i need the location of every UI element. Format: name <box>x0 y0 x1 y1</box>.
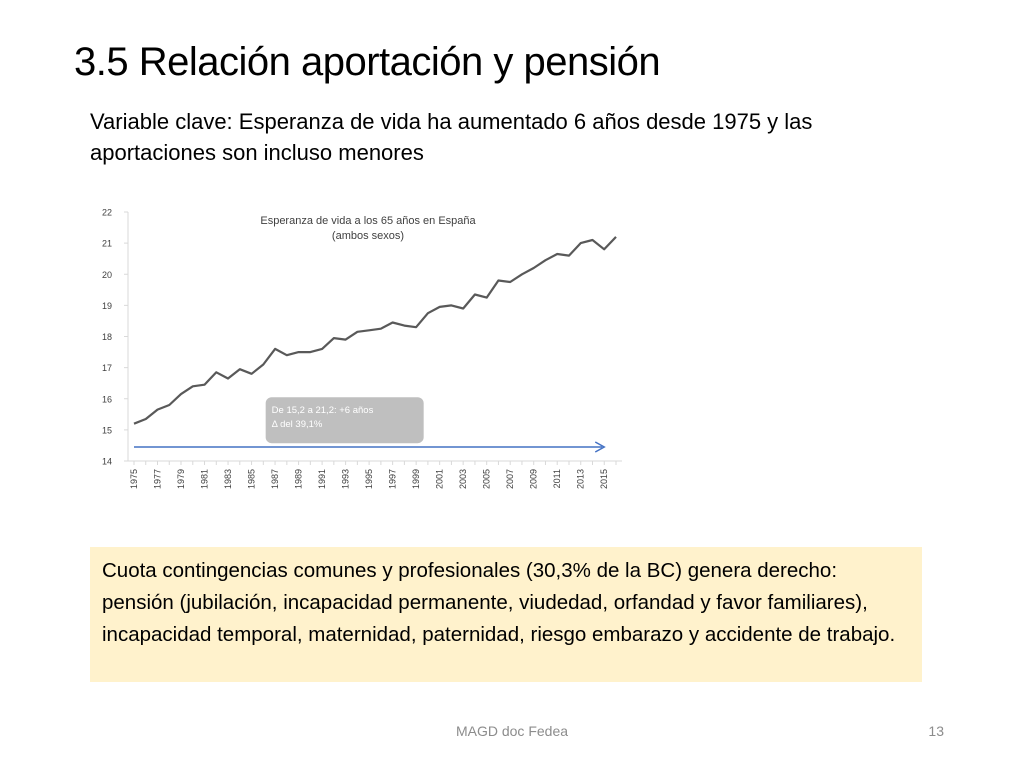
x-tick-label: 2011 <box>552 469 562 488</box>
y-tick-label: 17 <box>102 363 112 373</box>
x-tick-label: 2015 <box>599 469 609 489</box>
y-tick-label: 21 <box>102 239 112 249</box>
x-tick-label: 2013 <box>576 469 586 489</box>
footer-text: MAGD doc Fedea <box>455 723 569 739</box>
chart-title-line: Esperanza de vida a los 65 años en Españ… <box>260 215 476 227</box>
y-tick-label: 22 <box>102 208 112 218</box>
x-tick-label: 1981 <box>200 469 210 489</box>
x-tick-label: 1991 <box>317 469 327 489</box>
x-tick-label: 1989 <box>294 469 304 489</box>
callout-text-line: Δ del 39,1% <box>272 419 323 430</box>
y-tick-label: 15 <box>102 425 112 435</box>
info-box: Cuota contingencias comunes y profesiona… <box>90 547 922 682</box>
x-tick-label: 2003 <box>458 469 468 489</box>
slide-subtitle: Variable clave: Esperanza de vida ha aum… <box>90 109 813 165</box>
x-tick-label: 1983 <box>223 469 233 489</box>
x-tick-label: 2001 <box>435 469 445 489</box>
x-tick-label: 1999 <box>411 469 421 489</box>
x-tick-label: 1985 <box>247 469 257 489</box>
page-number: 13 <box>928 723 944 739</box>
x-tick-label: 1987 <box>270 469 280 489</box>
x-tick-label: 1993 <box>341 469 351 489</box>
life-expectancy-line <box>133 236 617 425</box>
y-tick-label: 20 <box>102 270 112 280</box>
y-tick-label: 19 <box>102 301 112 311</box>
arrow-head <box>594 441 606 453</box>
x-tick-label: 1975 <box>129 469 139 489</box>
x-tick-label: 1997 <box>388 469 398 489</box>
chart-svg: 14 15 16 17 18 19 20 21 22 1975 1977 1979 1981 1983 19… <box>102 208 622 489</box>
y-tick-label: 16 <box>102 394 112 404</box>
x-tick-label: 2005 <box>482 469 492 489</box>
x-tick-label: 1979 <box>176 469 186 489</box>
y-tick-label: 18 <box>102 332 112 342</box>
x-tick-label: 1977 <box>153 469 163 489</box>
chart-title-line: (ambos sexos) <box>332 230 404 242</box>
life-expectancy-chart: 14 15 16 17 18 19 20 21 22 1975 1977 1979 1981 1983 19… <box>80 190 640 510</box>
callout-box <box>265 397 424 444</box>
x-tick-label: 1995 <box>364 469 374 489</box>
callout-text-line: De 15,2 a 21,2: +6 años <box>272 405 374 416</box>
x-tick-label: 2009 <box>529 469 539 489</box>
slide-title: 3.5 Relación aportación y pensión <box>74 40 661 84</box>
x-tick-label: 2007 <box>505 469 515 489</box>
y-tick-label: 14 <box>102 457 112 467</box>
